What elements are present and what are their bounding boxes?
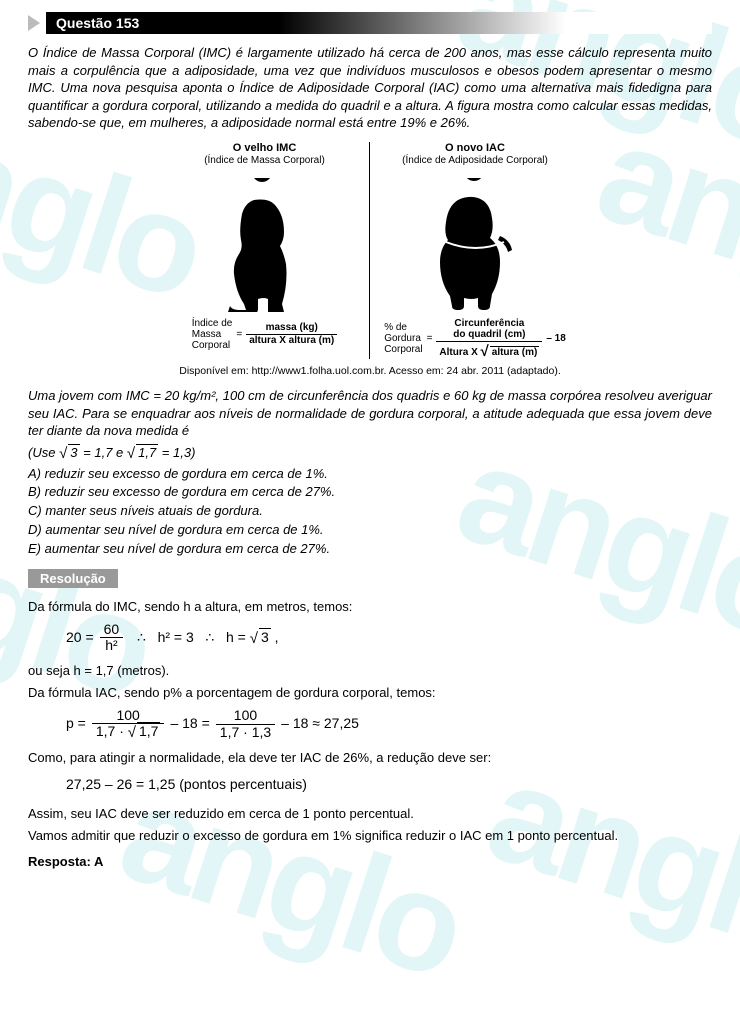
- eq2-den1: 1,7 · √1,7: [92, 724, 165, 741]
- eq1-lhs: 20 =: [66, 626, 94, 650]
- sol-l2: ou seja h = 1,7 (metros).: [28, 660, 712, 682]
- sol-l6: Vamos admitir que reduzir o excesso de g…: [28, 825, 712, 847]
- options: A) reduzir seu excesso de gordura em cer…: [28, 465, 712, 559]
- option-a: A) reduzir seu excesso de gordura em cer…: [28, 465, 712, 484]
- iac-label-1: % de: [384, 322, 407, 333]
- imc-label-1: Índice de: [192, 318, 233, 329]
- iac-label-3: Corporal: [384, 344, 422, 355]
- eq2-tail: – 18 ≈ 27,25: [281, 712, 359, 736]
- sol-eq3: 27,25 – 26 = 1,25 (pontos percentuais): [66, 773, 712, 797]
- fig-left-title: O velho IMC: [174, 142, 355, 154]
- imc-num: massa (kg): [246, 322, 337, 335]
- sol-eq1: 20 = 60h² ∴ h² = 3 ∴ h = √3 ,: [66, 622, 712, 654]
- imc-den: altura X altura (m): [246, 335, 337, 347]
- figure-source: Disponível em: http://www1.folha.uol.com…: [28, 365, 712, 377]
- question-number: Questão 153: [46, 12, 712, 34]
- intro-text: O Índice de Massa Corporal (IMC) é larga…: [28, 44, 712, 132]
- iac-den: Altura X √altura (m): [436, 342, 542, 359]
- silhouette-left: [174, 172, 355, 312]
- eq1-den: h²: [100, 638, 124, 653]
- eq2-lhs: p =: [66, 712, 86, 736]
- option-b: B) reduzir seu excesso de gordura em cer…: [28, 483, 712, 502]
- use-hint: (Use √3 = 1,7 e √1,7 = 1,3): [28, 444, 712, 461]
- eq1-num: 60: [100, 622, 124, 638]
- option-c: C) manter seus níveis atuais de gordura.: [28, 502, 712, 521]
- question-text: Uma jovem com IMC = 20 kg/m², 100 cm de …: [28, 387, 712, 440]
- answer: Resposta: A: [28, 851, 712, 873]
- solution: Da fórmula do IMC, sendo h a altura, em …: [28, 596, 712, 873]
- formula-iac: % de Gordura Corporal = Circunferênciado…: [384, 318, 566, 359]
- sol-l4: Como, para atingir a normalidade, ela de…: [28, 747, 712, 769]
- silhouette-right: [384, 172, 566, 312]
- resolution-header: Resolução: [28, 569, 118, 588]
- option-e: E) aumentar seu nível de gordura em cerc…: [28, 540, 712, 559]
- question-header: Questão 153: [28, 12, 712, 34]
- fig-left-sub: (Índice de Massa Corporal): [174, 155, 355, 166]
- imc-label-2: Massa: [192, 329, 221, 340]
- iac-label-2: Gordura: [384, 333, 421, 344]
- figure: O velho IMC (Índice de Massa Corporal) Í…: [28, 142, 712, 359]
- sol-l1: Da fórmula do IMC, sendo h a altura, em …: [28, 596, 712, 618]
- option-d: D) aumentar seu nível de gordura em cerc…: [28, 521, 712, 540]
- sol-l5: Assim, seu IAC deve ser reduzido em cerc…: [28, 803, 712, 825]
- formula-imc: Índice de Massa Corporal = massa (kg) al…: [174, 318, 355, 351]
- figure-left: O velho IMC (Índice de Massa Corporal) Í…: [160, 142, 370, 359]
- figure-right: O novo IAC (Índice de Adiposidade Corpor…: [370, 142, 580, 359]
- eq2-den2: 1,7 · 1,3: [216, 725, 275, 740]
- sol-eq2: p = 1001,7 · √1,7 – 18 = 1001,7 · 1,3 – …: [66, 708, 712, 741]
- iac-minus: – 18: [546, 333, 565, 344]
- imc-label-3: Corporal: [192, 340, 230, 351]
- triangle-icon: [28, 15, 40, 31]
- fig-right-sub: (Índice de Adiposidade Corporal): [384, 155, 566, 166]
- sol-l3: Da fórmula IAC, sendo p% a porcentagem d…: [28, 682, 712, 704]
- iac-num: Circunferênciado quadril (cm): [436, 318, 542, 342]
- fig-right-title: O novo IAC: [384, 142, 566, 154]
- eq2-mid: – 18 =: [170, 712, 209, 736]
- eq2-num2: 100: [216, 708, 275, 724]
